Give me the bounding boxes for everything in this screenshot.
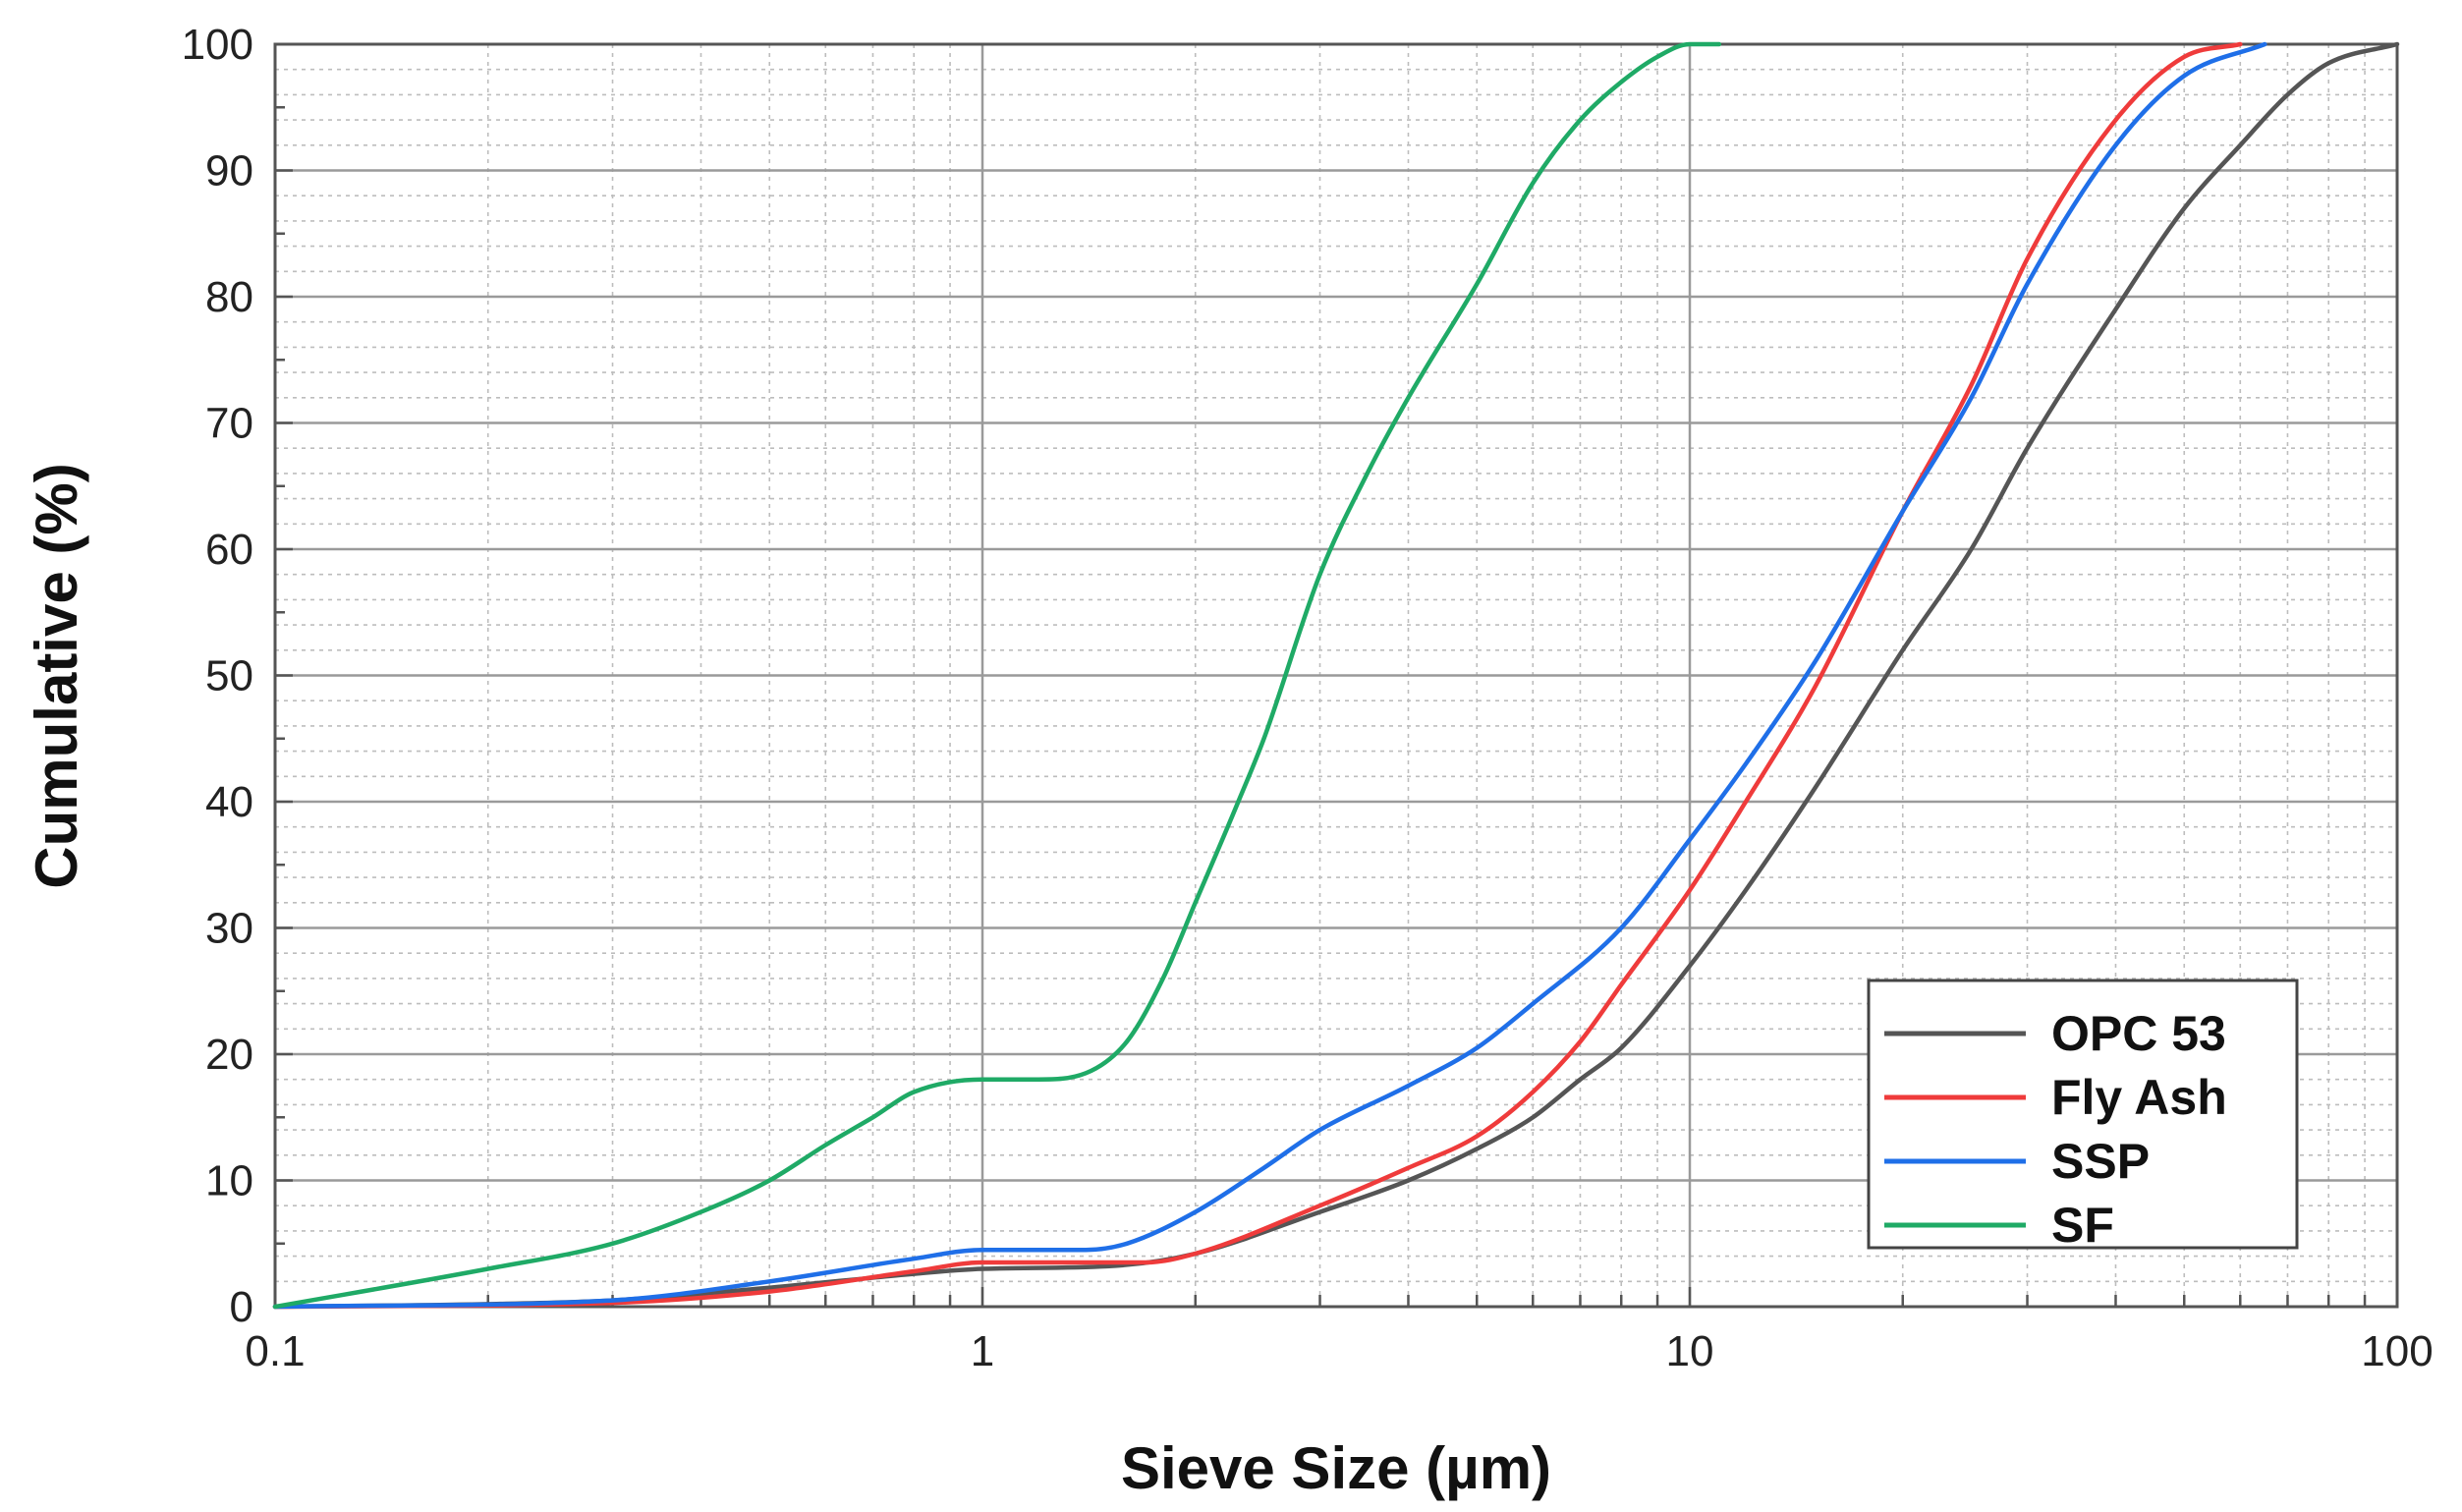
x-tick-label: 10 bbox=[1666, 1327, 1714, 1375]
series-line-ssp bbox=[272, 41, 2267, 1310]
x-axis-title: Sieve Size (µm) bbox=[1121, 1435, 1551, 1501]
y-tick-label: 30 bbox=[205, 905, 253, 953]
legend-box bbox=[1867, 979, 2299, 1250]
legend-label-opc-53: OPC 53 bbox=[2051, 1006, 2226, 1061]
x-tick-label: 100 bbox=[2361, 1327, 2433, 1375]
series-line-sf bbox=[272, 41, 1722, 1310]
legend-label-ssp: SSP bbox=[2051, 1134, 2150, 1189]
y-tick-label: 40 bbox=[205, 778, 253, 826]
x-tick-label: 0.1 bbox=[245, 1327, 305, 1375]
y-tick-labels: 0 10 20 30 40 50 60 70 80 90 100 bbox=[182, 21, 253, 1331]
y-tick-label: 100 bbox=[182, 21, 253, 69]
grid bbox=[273, 42, 2399, 1309]
y-tick-label: 0 bbox=[230, 1283, 253, 1331]
x-tick-labels: 0.1 1 10 100 bbox=[245, 1327, 2433, 1375]
y-tick-label: 90 bbox=[205, 147, 253, 196]
legend: OPC 53 Fly Ash SSP SF bbox=[1867, 979, 2299, 1253]
y-tick-label: 20 bbox=[205, 1031, 253, 1079]
legend-label-fly-ash: Fly Ash bbox=[2051, 1070, 2227, 1125]
axis-ticks bbox=[273, 42, 2399, 1309]
y-tick-label: 70 bbox=[205, 400, 253, 448]
legend-label-sf: SF bbox=[2051, 1198, 2114, 1253]
y-tick-label: 10 bbox=[205, 1157, 253, 1205]
y-axis-title: Cumulative (%) bbox=[24, 463, 89, 888]
series-line-fly-ash bbox=[272, 41, 2243, 1310]
y-tick-label: 50 bbox=[205, 652, 253, 700]
y-tick-label: 60 bbox=[205, 526, 253, 574]
series-lines bbox=[272, 41, 2400, 1310]
x-tick-label: 1 bbox=[971, 1327, 994, 1375]
y-tick-label: 80 bbox=[205, 273, 253, 321]
